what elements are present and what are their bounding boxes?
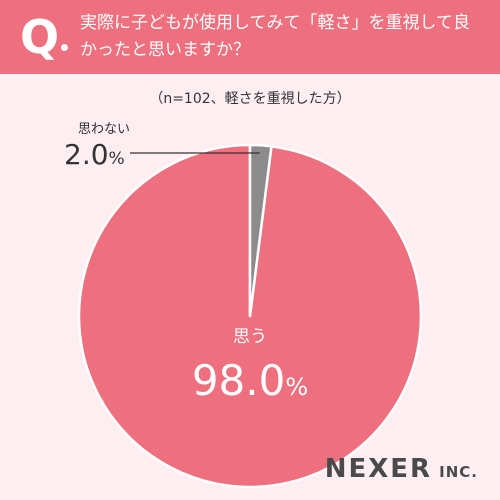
slice-value-no: 2.0% — [64, 138, 125, 176]
logo-name: NEXER — [324, 454, 433, 484]
slice-value-yes: 98.0% — [0, 355, 500, 413]
slice-value-yes-number: 98.0 — [191, 356, 286, 405]
question-header: Q 実際に子どもが使用してみて「軽さ」を重視して良かったと思いますか？ — [0, 0, 500, 74]
slice-label-yes: 思う — [233, 327, 267, 347]
pie-slice-no — [248, 143, 273, 318]
slice-value-no-number: 2.0 — [64, 138, 109, 171]
nexer-logo: NEXER INC. — [325, 454, 478, 484]
slice-label-no: 思わない — [78, 122, 131, 137]
q-mark: Q — [20, 10, 60, 64]
logo-suffix: INC. — [439, 463, 478, 481]
slice-value-no-unit: % — [108, 149, 125, 169]
sample-note: （n=102、軽さを重視した方） — [149, 91, 351, 107]
q-dot — [61, 44, 68, 51]
slice-value-yes-unit: % — [285, 373, 309, 401]
question-text: 実際に子どもが使用してみて「軽さ」を重視して良かったと思いますか？ — [80, 13, 470, 60]
